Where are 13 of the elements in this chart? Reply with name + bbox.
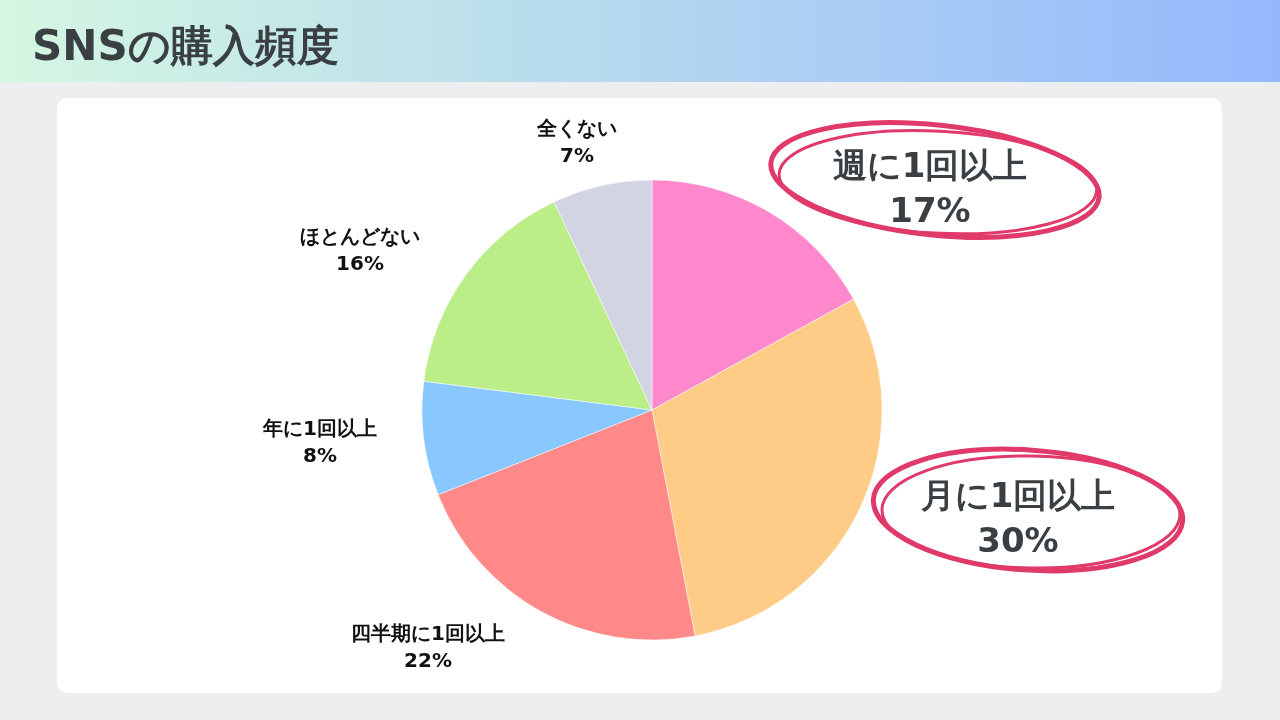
data-label: 30% [977, 520, 1059, 561]
slice-label: 全くない [536, 116, 617, 140]
data-label: 8% [303, 443, 337, 467]
slice-label: 週に1回以上 [832, 144, 1028, 185]
data-label: 7% [560, 143, 594, 167]
slice-label: ほとんどない [300, 224, 420, 248]
data-label: 16% [336, 251, 384, 275]
chart-title: SNSの購入頻度 [32, 21, 339, 70]
data-label: 22% [404, 648, 452, 672]
slice-label: 年に1回以上 [262, 416, 377, 440]
slice-label: 月に1回以上 [919, 474, 1116, 515]
data-label: 17% [889, 190, 971, 231]
slice-label: 四半期に1回以上 [351, 621, 505, 645]
